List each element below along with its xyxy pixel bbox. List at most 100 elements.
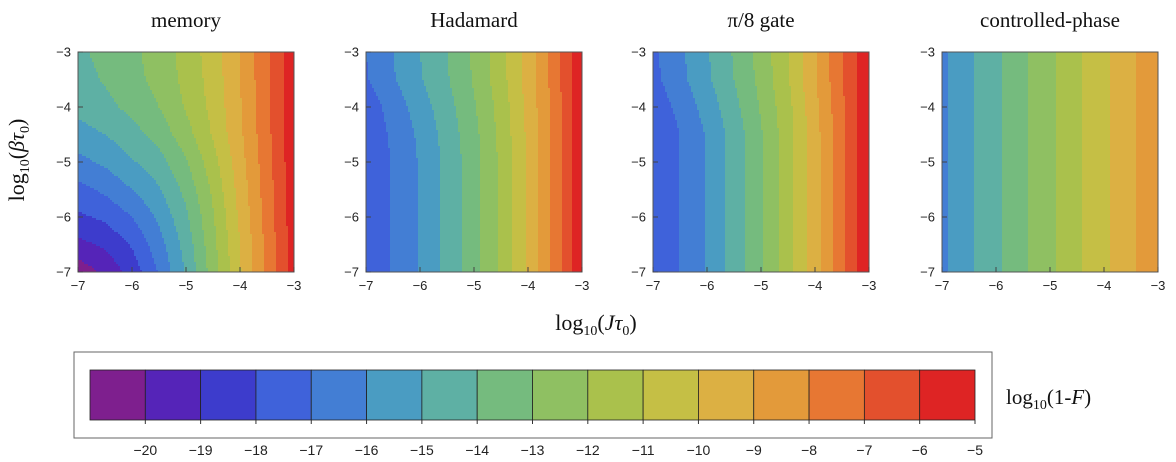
heatmap-cell bbox=[264, 242, 277, 245]
heatmap-cell bbox=[224, 88, 241, 91]
heatmap-cell bbox=[1082, 114, 1111, 117]
heatmap-cell bbox=[857, 188, 869, 191]
heatmap-cell bbox=[1136, 76, 1158, 79]
heatmap-cell bbox=[78, 142, 117, 145]
heatmap-cell bbox=[418, 238, 441, 241]
heatmap-cell bbox=[418, 254, 441, 257]
heatmap-cell bbox=[757, 86, 774, 89]
heatmap-cell bbox=[498, 194, 513, 197]
heatmap-cell bbox=[170, 212, 189, 215]
heatmap-cell bbox=[388, 144, 417, 147]
heatmap-cell bbox=[158, 184, 179, 187]
heatmap-cell bbox=[190, 228, 203, 231]
heatmap-cell bbox=[807, 164, 822, 167]
heatmap-cell bbox=[659, 64, 688, 67]
heatmap-cell bbox=[86, 214, 131, 217]
heatmap-cell bbox=[252, 250, 265, 253]
heatmap-cell bbox=[779, 140, 794, 143]
heatmap-cell bbox=[974, 110, 1003, 113]
heatmap-cell bbox=[821, 222, 834, 225]
heatmap-cell bbox=[476, 112, 495, 115]
heatmap-cell bbox=[725, 206, 746, 209]
heatmap-cell bbox=[779, 188, 794, 191]
heatmap-cell bbox=[942, 214, 949, 217]
heatmap-cell bbox=[733, 66, 754, 69]
heatmap-cell bbox=[524, 122, 539, 125]
heatmap-cell bbox=[366, 200, 391, 203]
heatmap-cell bbox=[526, 242, 539, 245]
heatmap-cell bbox=[512, 146, 527, 149]
heatmap-cell bbox=[118, 204, 147, 207]
heatmap-cell bbox=[196, 190, 211, 193]
heatmap-cell bbox=[480, 218, 499, 221]
heatmap-cell bbox=[366, 102, 381, 105]
heatmap-cell bbox=[793, 190, 808, 193]
heatmap-cell bbox=[550, 254, 563, 257]
heatmap-cell bbox=[200, 152, 217, 155]
heatmap-cell bbox=[130, 116, 165, 119]
heatmap-cell bbox=[1082, 108, 1111, 111]
heatmap-cell bbox=[572, 74, 582, 77]
heatmap-cell bbox=[256, 132, 271, 135]
heatmap-cell bbox=[755, 74, 774, 77]
heatmap-cell bbox=[436, 124, 459, 127]
heatmap-cell bbox=[948, 162, 975, 165]
heatmap-cell bbox=[156, 182, 179, 185]
heatmap-cell bbox=[240, 82, 257, 85]
heatmap-cell bbox=[789, 58, 804, 61]
heatmap-cell bbox=[536, 106, 551, 109]
heatmap-cell bbox=[274, 212, 287, 215]
heatmap-cell bbox=[845, 168, 858, 171]
heatmap-cell bbox=[653, 228, 680, 231]
heatmap-cell bbox=[845, 164, 858, 167]
heatmap-cell bbox=[974, 72, 1003, 75]
heatmap-cell bbox=[562, 250, 573, 253]
heatmap-cell bbox=[106, 86, 151, 89]
heatmap-cell bbox=[857, 82, 869, 85]
heatmap-cell bbox=[821, 162, 834, 165]
heatmap-cell bbox=[711, 72, 734, 75]
heatmap-cell bbox=[857, 234, 869, 237]
heatmap-cell bbox=[550, 198, 563, 201]
heatmap-cell bbox=[478, 124, 497, 127]
heatmap-cell bbox=[538, 182, 551, 185]
heatmap-cell bbox=[178, 74, 203, 77]
heatmap-cell bbox=[78, 140, 115, 143]
heatmap-cell bbox=[498, 198, 513, 201]
heatmap-cell bbox=[216, 150, 231, 153]
heatmap-cell bbox=[829, 78, 844, 81]
heatmap-cell bbox=[763, 148, 780, 151]
heatmap-cell bbox=[212, 136, 229, 139]
heatmap-cell bbox=[480, 168, 499, 171]
heatmap-cell bbox=[1028, 80, 1057, 83]
heatmap-cell bbox=[562, 162, 573, 165]
heatmap-cell bbox=[126, 184, 159, 187]
heatmap-cell bbox=[100, 78, 147, 81]
heatmap-cell bbox=[562, 166, 573, 169]
heatmap-cell bbox=[114, 258, 137, 261]
heatmap-cell bbox=[857, 254, 869, 257]
heatmap-cell bbox=[526, 172, 539, 175]
heatmap-cell bbox=[512, 192, 527, 195]
heatmap-cell bbox=[274, 184, 287, 187]
heatmap-cell bbox=[366, 216, 391, 219]
heatmap-cell bbox=[78, 222, 107, 225]
heatmap-cell bbox=[807, 144, 822, 147]
heatmap-cell bbox=[274, 182, 287, 185]
heatmap-cell bbox=[172, 216, 189, 219]
heatmap-cell bbox=[440, 234, 463, 237]
heatmap-cell bbox=[779, 222, 794, 225]
heatmap-cell bbox=[78, 146, 121, 149]
heatmap-cell bbox=[572, 110, 582, 113]
heatmap-cell bbox=[572, 134, 582, 137]
heatmap-cell bbox=[1082, 166, 1111, 169]
heatmap-cell bbox=[833, 148, 846, 151]
heatmap-cell bbox=[538, 216, 551, 219]
heatmap-cell bbox=[711, 68, 734, 71]
heatmap-cell bbox=[1028, 128, 1057, 131]
heatmap-cell bbox=[705, 154, 726, 157]
heatmap-cell bbox=[948, 200, 975, 203]
heatmap-cell bbox=[78, 182, 83, 185]
heatmap-cell bbox=[144, 236, 163, 239]
heatmap-cell bbox=[230, 256, 241, 259]
